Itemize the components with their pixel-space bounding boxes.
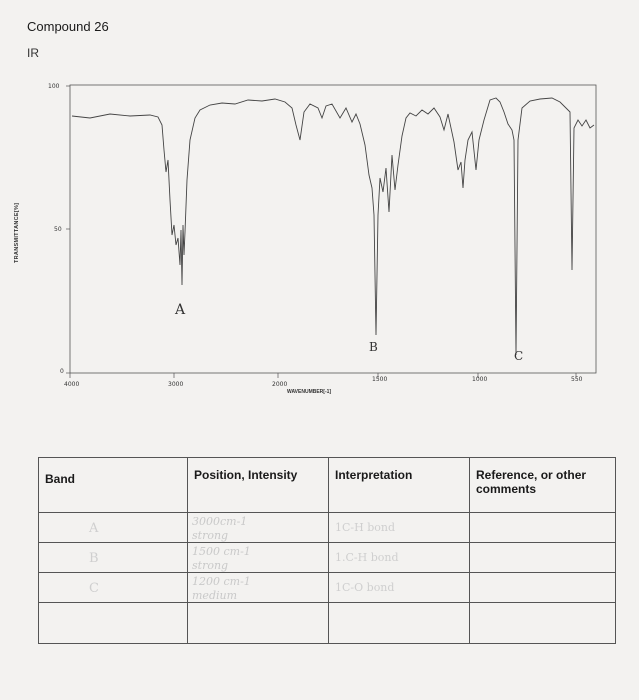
interpretation-cell[interactable]: 1.C-H bond (328, 542, 470, 573)
x-axis-ticks (69, 373, 577, 378)
band-cell[interactable] (38, 602, 188, 644)
header-position: Position, Intensity (187, 457, 329, 513)
interpretation-cell[interactable]: 1C-H bond (328, 512, 470, 543)
table-row: A 3000cm-1 strong 1C-H bond (38, 512, 616, 543)
intensity-value: strong (192, 529, 229, 542)
position-value: 1500 cm-1 (192, 545, 251, 558)
spectrum-trace (71, 97, 595, 356)
x-tick-550: 550 (571, 376, 583, 383)
interpretation-value: 1C-H bond (335, 521, 396, 534)
reference-cell[interactable] (469, 542, 616, 573)
reference-cell[interactable] (469, 512, 616, 543)
y-tick-100: 100 (48, 83, 60, 90)
interpretation-value: 1C-O bond (335, 581, 395, 594)
intensity-value: medium (192, 589, 238, 602)
section-label: IR (27, 46, 39, 60)
position-value: 3000cm-1 (192, 515, 248, 528)
table-header-row: Band Position, Intensity Interpretation … (38, 457, 616, 513)
x-axis-label: WAVENUMBER[-1] (287, 389, 332, 395)
x-tick-4000: 4000 (64, 381, 80, 388)
header-reference: Reference, or other comments (469, 457, 616, 513)
position-value: 1200 cm-1 (192, 575, 251, 588)
y-axis-ticks (66, 85, 70, 374)
band-label: C (89, 581, 99, 596)
x-tick-1000: 1000 (472, 376, 488, 383)
band-label: A (89, 521, 99, 536)
document-title: Compound 26 (27, 19, 109, 34)
header-interpretation: Interpretation (328, 457, 470, 513)
intensity-value: strong (192, 559, 229, 572)
table-row: B 1500 cm-1 strong 1.C-H bond (38, 542, 616, 573)
x-tick-1500: 1500 (372, 376, 388, 383)
header-band: Band (38, 457, 188, 513)
ir-spectrum-chart (66, 84, 597, 378)
annotation-a: A (175, 302, 186, 318)
band-table: Band Position, Intensity Interpretation … (38, 457, 616, 644)
x-tick-2000: 2000 (272, 381, 288, 388)
reference-cell[interactable] (469, 572, 616, 603)
table-row: C 1200 cm-1 medium 1C-O bond (38, 572, 616, 603)
y-tick-0: 0 (60, 368, 64, 375)
table-row (38, 602, 616, 644)
position-cell[interactable] (187, 602, 329, 644)
y-tick-50: 50 (54, 226, 62, 233)
band-cell[interactable]: C (38, 572, 188, 603)
position-cell[interactable]: 3000cm-1 strong (187, 512, 329, 543)
interpretation-cell[interactable] (328, 602, 470, 644)
band-cell[interactable]: A (38, 512, 188, 543)
interpretation-cell[interactable]: 1C-O bond (328, 572, 470, 603)
position-cell[interactable]: 1500 cm-1 strong (187, 542, 329, 573)
band-label: B (89, 551, 99, 566)
annotation-b: B (369, 340, 378, 354)
position-cell[interactable]: 1200 cm-1 medium (187, 572, 329, 603)
band-cell[interactable]: B (38, 542, 188, 573)
y-axis-label: TRANSMITTANCE[%] (14, 202, 20, 263)
reference-cell[interactable] (469, 602, 616, 644)
interpretation-value: 1.C-H bond (335, 551, 399, 564)
annotation-c: C (514, 349, 524, 363)
x-tick-3000: 3000 (168, 381, 184, 388)
